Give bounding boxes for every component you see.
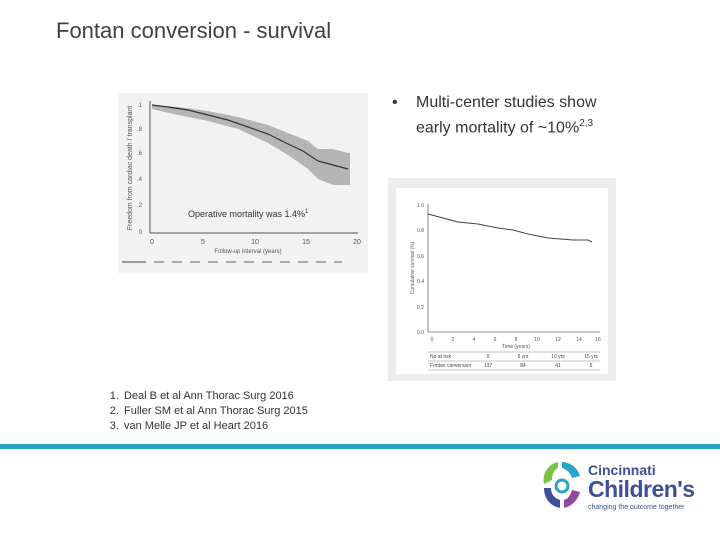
- x-tick: 15: [302, 239, 310, 246]
- y-axis-label: Cumulative survival (%): [410, 241, 416, 294]
- y-tick: 0.4: [417, 279, 424, 285]
- survival-chart-1: 1 .8 .6 .4 .2 0 Freedom from cardiac dea…: [118, 93, 368, 273]
- y-tick: 0.2: [417, 305, 424, 311]
- table-header-cell: 5 yrs: [518, 354, 529, 360]
- bullet-marker: •: [392, 94, 398, 111]
- y-tick: .4: [137, 177, 143, 183]
- table-row-cell: 5: [590, 363, 593, 369]
- y-tick: .2: [137, 203, 143, 209]
- x-tick: 10: [251, 239, 259, 246]
- survival-curve: [427, 213, 593, 243]
- x-tick: 10: [534, 337, 540, 343]
- x-tick: 8: [515, 337, 518, 343]
- logo-tagline: changing the outcome together: [588, 504, 685, 511]
- bullet-line-2: early mortality of ~10%: [416, 119, 580, 137]
- x-tick: 16: [595, 337, 601, 343]
- reference-item: van Melle JP et al Heart 2016: [122, 419, 308, 434]
- x-tick: 0: [150, 239, 154, 246]
- x-axis-label: Time (years): [502, 344, 530, 350]
- operative-mortality-annotation: Operative mortality was 1.4%1: [188, 209, 309, 219]
- reference-item: Fuller SM et al Ann Thorac Surg 2015: [122, 404, 308, 419]
- x-tick: 2: [452, 337, 455, 343]
- references-list: Deal B et al Ann Thorac Surg 2016 Fuller…: [102, 389, 308, 434]
- table-header-cell: 0: [487, 354, 490, 360]
- y-tick: 1.0: [417, 203, 424, 209]
- y-tick: 1: [139, 103, 143, 109]
- slide-title: Fontan conversion - survival: [56, 18, 332, 43]
- x-tick: 5: [201, 239, 205, 246]
- y-tick: .6: [137, 151, 143, 157]
- table-row-cell: 84: [520, 363, 526, 369]
- x-tick: 14: [576, 337, 582, 343]
- table-header-cell: No at risk: [430, 354, 452, 360]
- bullet-citation: 2,3: [579, 118, 594, 129]
- table-row-cell: 41: [555, 363, 561, 369]
- cincinnati-childrens-logo: Cincinnati Children's changing the outco…: [538, 458, 708, 518]
- accent-bar: [0, 444, 720, 449]
- y-tick: 0: [139, 230, 143, 236]
- confidence-band: [152, 105, 350, 185]
- y-tick: 0.6: [417, 254, 424, 260]
- x-tick: 4: [473, 337, 476, 343]
- table-row-cell: Fontan conversion: [430, 363, 471, 369]
- bullet-line-1: Multi-center studies show: [416, 94, 597, 111]
- reference-item: Deal B et al Ann Thorac Surg 2016: [122, 389, 308, 404]
- y-tick: .8: [137, 127, 143, 133]
- x-axis-label: Follow-up interval (years): [214, 249, 281, 255]
- x-tick: 0: [431, 337, 434, 343]
- survival-chart-2: 1.0 0.8 0.6 0.4 0.2 0.0 Cumulative survi…: [396, 188, 608, 374]
- y-tick: 0.0: [417, 330, 424, 336]
- y-axis-label: Freedom from cardiac death / transplant: [127, 106, 134, 231]
- x-tick: 6: [494, 337, 497, 343]
- bullet-point: • Multi-center studies show early mortal…: [392, 92, 702, 138]
- y-tick: 0.8: [417, 228, 424, 234]
- table-row-cell: 137: [484, 363, 493, 369]
- risk-table-marks: [122, 261, 342, 263]
- survival-figure-2: 1.0 0.8 0.6 0.4 0.2 0.0 Cumulative survi…: [388, 178, 616, 381]
- x-tick: 20: [353, 239, 361, 246]
- table-header-cell: 10 yrs: [551, 354, 565, 360]
- logo-mark-icon: [543, 462, 580, 508]
- logo-text-line-1: Cincinnati: [588, 462, 656, 478]
- x-tick: 12: [555, 337, 561, 343]
- survival-curve: [151, 104, 349, 170]
- table-header-cell: 15 yrs: [584, 354, 598, 360]
- survival-figure-1: 1 .8 .6 .4 .2 0 Freedom from cardiac dea…: [118, 93, 368, 273]
- logo-text-line-2: Children's: [588, 476, 695, 502]
